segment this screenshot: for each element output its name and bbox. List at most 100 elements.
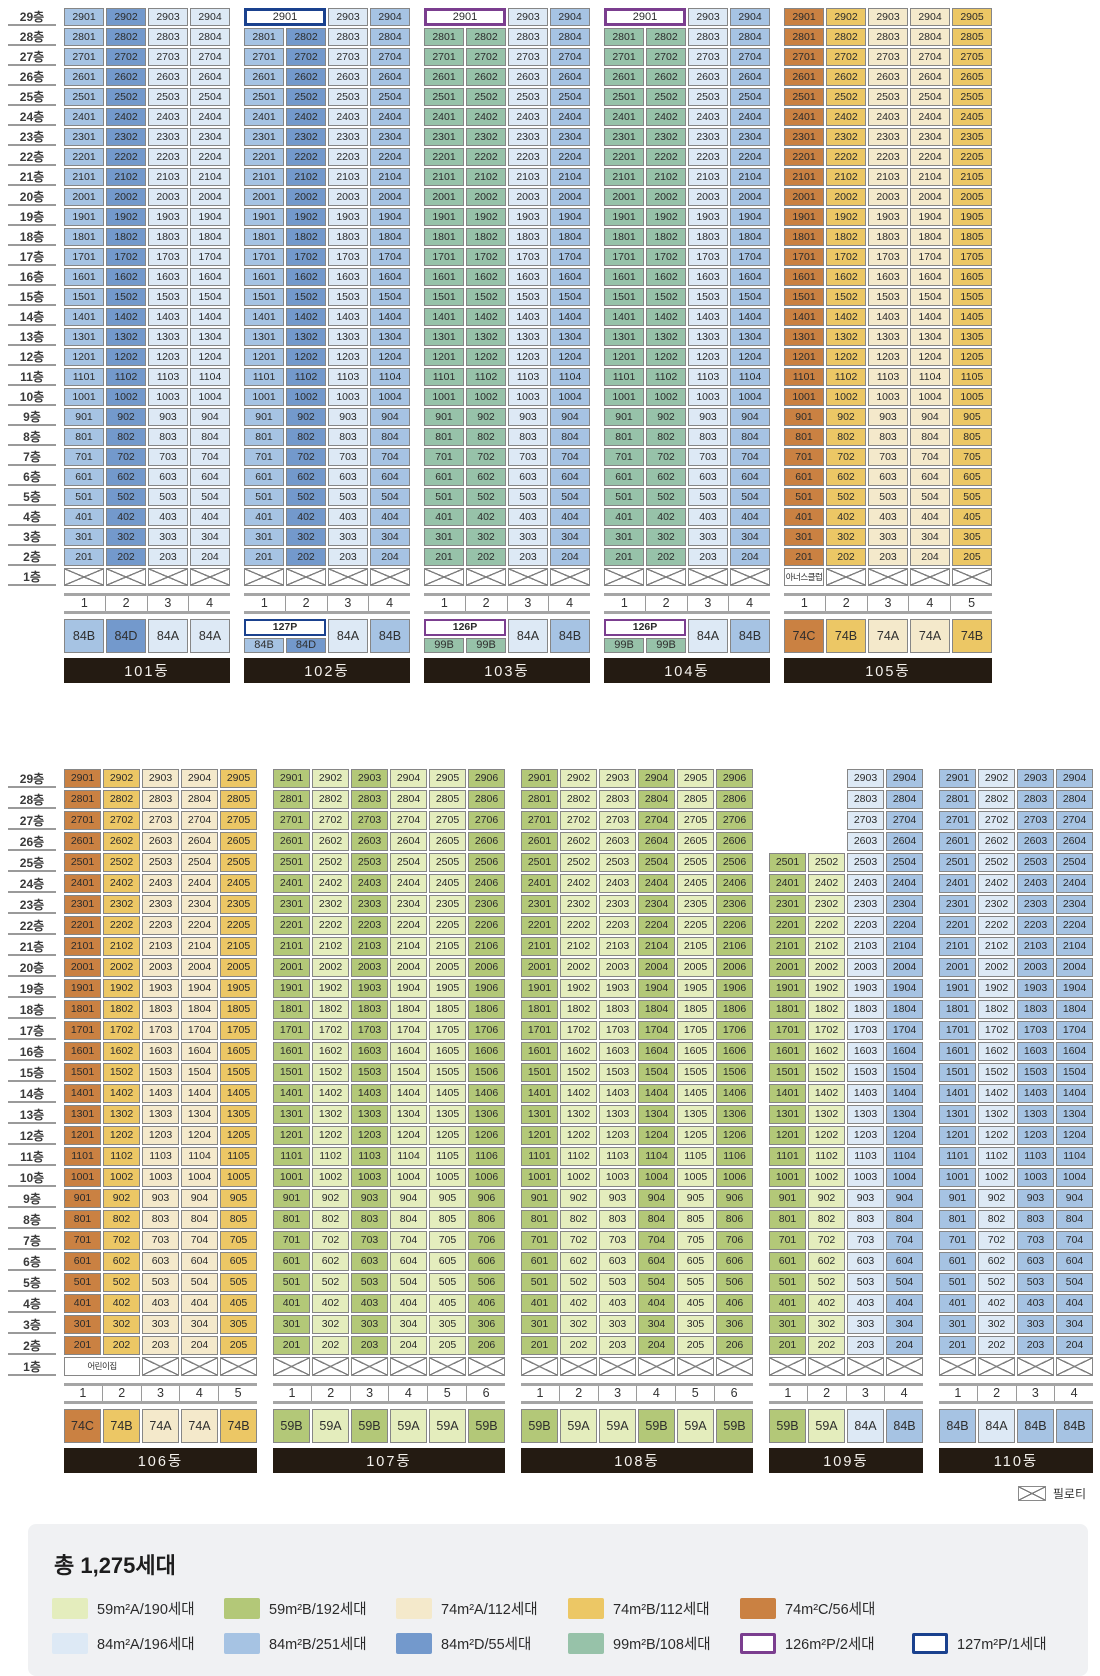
unit-cell: 304: [910, 528, 950, 546]
unit-cell: 1804: [910, 228, 950, 246]
unit-cell: 1306: [716, 1105, 753, 1124]
unit-cell: 201: [273, 1336, 310, 1355]
unit-cell: 1801: [521, 1000, 558, 1019]
unit-cell: 2703: [847, 811, 884, 830]
unit-cell: 902: [312, 1189, 349, 1208]
unit-cell: 803: [868, 428, 908, 446]
floor-row: 801 802 803 804: [939, 1210, 1093, 1229]
unit-cell: 2602: [646, 68, 686, 86]
floor-row: 2601 2602 2603 2604 2605: [784, 68, 992, 86]
unit-cell: 704: [550, 448, 590, 466]
unit-cell: 603: [1017, 1252, 1054, 1271]
floor-row: 2601 2602 2603 2604: [64, 68, 230, 86]
penthouse-unit-cell: 2901: [604, 8, 686, 26]
floor-row: 1901 1902 1903 1904: [244, 208, 410, 226]
unit-cell: 1404: [1056, 1084, 1093, 1103]
unit-cell: 601: [244, 468, 284, 486]
floor-label: 5층: [8, 488, 56, 506]
unit-cell: 2104: [190, 168, 230, 186]
unit-cell: 1206: [468, 1126, 505, 1145]
unit-cell: 1803: [599, 1000, 636, 1019]
unit-cell: 2903: [1017, 769, 1054, 788]
floor-row: 1801 1802 1803 1804 1805 1806: [273, 1000, 505, 1019]
unit-cell: 2203: [599, 916, 636, 935]
unit-cell: 1505: [952, 288, 992, 306]
type-label: 59A: [677, 1409, 714, 1443]
unit-cell: 404: [181, 1294, 218, 1313]
unit-cell: 301: [64, 528, 104, 546]
unit-cell: 1101: [273, 1147, 310, 1166]
legend-label: 74m²C/56세대: [785, 1602, 876, 1618]
unit-cell: 203: [847, 1336, 884, 1355]
unit-cell: 1501: [521, 1063, 558, 1082]
unit-cell: 1303: [688, 328, 728, 346]
unit-cell: 201: [244, 548, 284, 566]
floor-row: 901 902 903 904: [64, 408, 230, 426]
unit-cell: 2403: [508, 108, 548, 126]
unit-cell: 2101: [424, 168, 464, 186]
unit-cell: 1104: [181, 1147, 218, 1166]
floor-row: 301 302 303 304: [244, 528, 410, 546]
unit-cell: 901: [64, 408, 104, 426]
unit-cell: 302: [286, 528, 326, 546]
unit-cell: 1202: [312, 1126, 349, 1145]
unit-cell: 202: [646, 548, 686, 566]
unit-cell: 2902: [560, 769, 597, 788]
unit-cell: 302: [826, 528, 866, 546]
unit-cell: 2204: [370, 148, 410, 166]
unit-cell: 1002: [646, 388, 686, 406]
unit-cell: 1503: [508, 288, 548, 306]
unit-cell: 1201: [424, 348, 464, 366]
unit-cell: 2802: [560, 790, 597, 809]
unit-cell: 2301: [273, 895, 310, 914]
unit-cell: 2001: [939, 958, 976, 977]
unit-cell: 2001: [784, 188, 824, 206]
unit-cell: 2102: [103, 937, 140, 956]
unit-cell: 701: [64, 1231, 101, 1250]
unit-cell: 704: [638, 1231, 675, 1250]
unit-cell: 1902: [808, 979, 845, 998]
unit-cell: 1404: [181, 1084, 218, 1103]
floor-label: 6층: [8, 1252, 56, 1271]
unit-cell: 901: [604, 408, 644, 426]
unit-cell: 1201: [939, 1126, 976, 1145]
type-label: 59B: [769, 1409, 806, 1443]
column-number: 5: [218, 1386, 257, 1401]
unit-cell: 2202: [106, 148, 146, 166]
piloti-cell: [273, 1357, 310, 1376]
floor-row: 601 602 603 604 605: [64, 1252, 257, 1271]
unit-cell: 1703: [351, 1021, 388, 1040]
unit-cell: 406: [468, 1294, 505, 1313]
unit-cell: 1504: [181, 1063, 218, 1082]
column-number: 3: [686, 596, 729, 611]
unit-cell: 305: [220, 1315, 257, 1334]
unit-cell: 2103: [847, 937, 884, 956]
floor-row: 1801 1802 1803 1804: [939, 1000, 1093, 1019]
floor-row: 1701 1702 1703 1704: [424, 248, 590, 266]
unit-cell: 402: [646, 508, 686, 526]
unit-cell: 801: [939, 1210, 976, 1229]
unit-cell: 1803: [868, 228, 908, 246]
unit-cell: 2405: [220, 874, 257, 893]
unit-cell: 2202: [560, 916, 597, 935]
unit-cell: 2703: [148, 48, 188, 66]
unit-cell: 1804: [190, 228, 230, 246]
unit-cell: 902: [466, 408, 506, 426]
floor-row: 1501 1502 1503 1504 1505 1506: [521, 1063, 753, 1082]
floor-row: 2501 2502 2503 2504 2505: [784, 88, 992, 106]
unit-cell: 1604: [638, 1042, 675, 1061]
unit-cell: 1602: [826, 268, 866, 286]
unit-cell: 1301: [273, 1105, 310, 1124]
unit-cell: 1604: [910, 268, 950, 286]
unit-cell: 1901: [424, 208, 464, 226]
unit-cell: 501: [521, 1273, 558, 1292]
unit-cell: 2104: [638, 937, 675, 956]
unit-cell: 1501: [784, 288, 824, 306]
floor-label: 2층: [8, 1336, 56, 1355]
floor-label: 15층: [8, 1063, 56, 1082]
floor-row: 1601 1602 1603 1604: [939, 1042, 1093, 1061]
piloti-cell: [560, 1357, 597, 1376]
unit-cell: 1403: [599, 1084, 636, 1103]
unit-cell: 2503: [508, 88, 548, 106]
